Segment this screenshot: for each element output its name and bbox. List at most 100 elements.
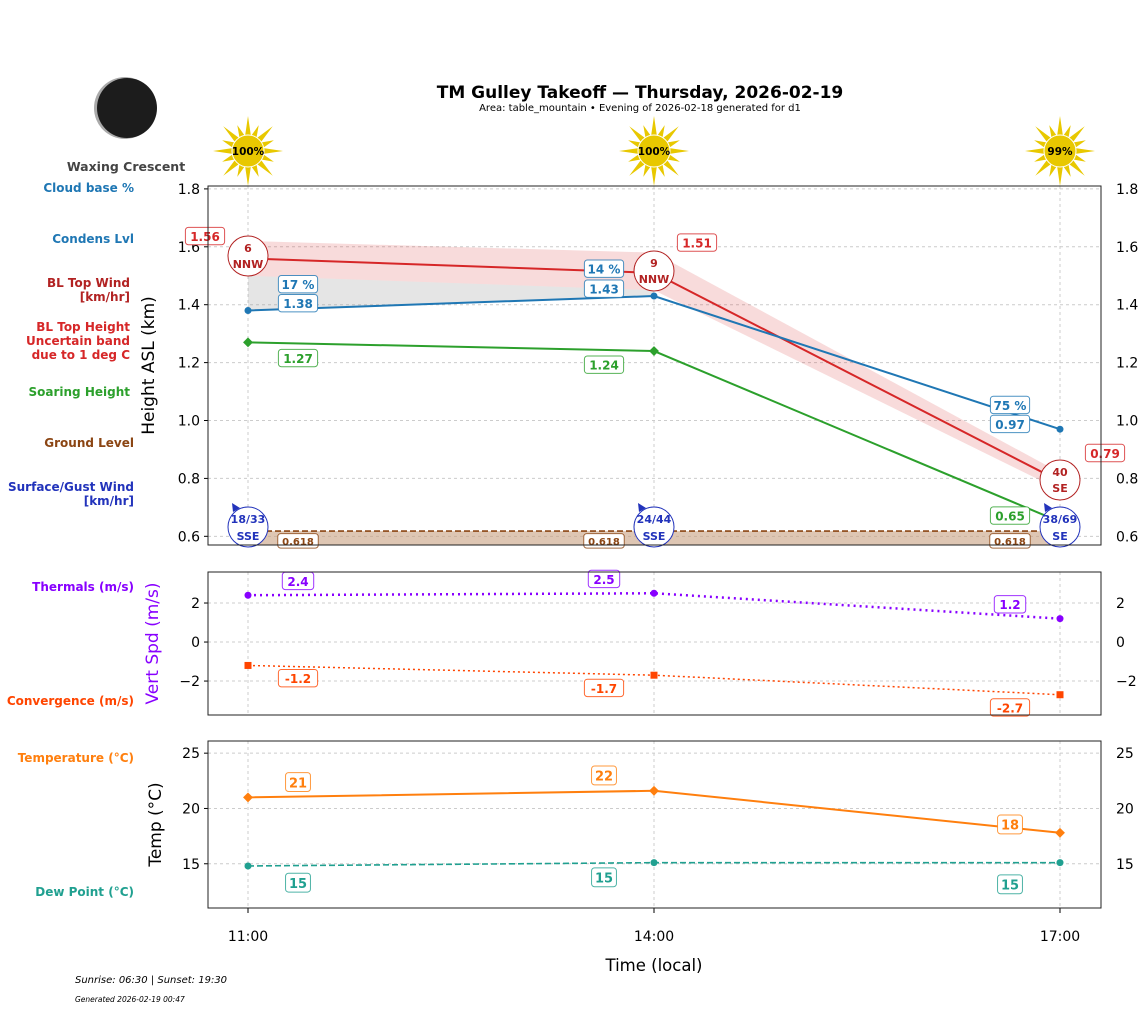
y-tick-label: 25 [182, 746, 200, 762]
soaring-value-box [583, 355, 625, 374]
condens-value-box [583, 279, 625, 298]
surface-wind-dir: SSE [643, 530, 666, 543]
bl-wind-dir: SE [1052, 482, 1067, 495]
dew-point-value-box [997, 874, 1023, 895]
label-cloud-base: Cloud base % [43, 181, 134, 195]
dew-point-point [1056, 859, 1064, 867]
x-tick-label: 17:00 [1040, 929, 1080, 945]
surface-wind-circle [1039, 506, 1081, 548]
bl-top-value-box [676, 233, 718, 252]
ground-value-box [989, 533, 1031, 549]
y-tick-label: 0 [191, 635, 200, 651]
sun-rays-icon [619, 116, 689, 186]
temperature-value-box [591, 765, 617, 786]
condens-point [1056, 425, 1064, 433]
convergence-value-box [583, 678, 625, 698]
y-tick-label-right: 1.0 [1116, 414, 1138, 430]
dew-point-value-box [591, 867, 617, 888]
cloud-base-pct: 17 % [282, 278, 315, 292]
condens-point [650, 292, 658, 300]
soaring-point [243, 337, 253, 348]
y-tick-label: 1.0 [178, 414, 200, 430]
x-tick-label: 11:00 [228, 929, 268, 945]
bl-top-value-box [184, 226, 226, 246]
y-axis-label: Vert Spd (m/s) [143, 582, 163, 704]
wind-arrow-icon [1044, 503, 1052, 512]
plot-frame [207, 571, 1102, 716]
thermals-value-box [587, 569, 621, 589]
y-tick-label-right: 0.8 [1116, 471, 1138, 487]
label-surface-wind: Surface/Gust Wind [km/hr] [8, 480, 134, 508]
condens-value: 0.97 [995, 418, 1025, 432]
surface-wind-dir: SE [1052, 530, 1067, 543]
thermals-value-box [993, 595, 1027, 614]
cloud-base-pct: 75 % [994, 399, 1027, 413]
dew-point-value: 15 [1001, 879, 1019, 894]
y-tick-label-right: 0 [1116, 635, 1125, 651]
surface-wind-circle [633, 506, 675, 548]
sunrise-sunset: Sunrise: 06:30 | Sunset: 19:30 [75, 975, 228, 986]
cloud-base-pct-box [583, 259, 625, 278]
condens-value: 1.38 [283, 297, 313, 311]
temperature-value: 18 [1001, 819, 1019, 834]
cloud-base-pct-box [277, 274, 319, 294]
bl-wind-circle [633, 250, 675, 292]
surface-wind-speed: 18/33 [231, 513, 266, 526]
bl-top-value: 1.51 [682, 236, 712, 250]
moon-icon [97, 78, 157, 138]
dew-point-value: 15 [289, 877, 307, 892]
temperature-value-box [997, 814, 1023, 835]
bl-wind-circle [1039, 459, 1081, 501]
temperature-value: 21 [289, 776, 307, 791]
bl-wind-dir: NNW [639, 273, 670, 286]
sun-percent: 100% [232, 146, 265, 158]
thermals-point [650, 589, 658, 597]
y-tick-label: 0.6 [178, 529, 200, 545]
thermals-value: 1.2 [999, 598, 1020, 612]
moon-phase: Waxing Crescent [66, 159, 186, 174]
dew-point-value-box [285, 872, 311, 893]
y-tick-label-right: 25 [1116, 746, 1134, 762]
wind-arrow-icon [638, 503, 646, 512]
surface-wind-speed: 38/69 [1043, 513, 1078, 526]
label-thermals: Thermals (m/s) [32, 580, 134, 594]
sun-icon [1043, 134, 1077, 168]
chart-title: TM Gulley Takeoff — Thursday, 2026-02-19 [436, 83, 844, 103]
soaring-value: 1.24 [589, 359, 619, 373]
y-tick-label-right: 1.4 [1116, 298, 1138, 314]
convergence-value: -1.7 [591, 682, 617, 696]
ground-value: 0.618 [994, 537, 1026, 548]
convergence-value-box [989, 698, 1031, 717]
label-bl-wind: BL Top Wind [km/hr] [46, 276, 130, 304]
convergence-point [1056, 691, 1064, 699]
sun-rays-icon [1025, 116, 1095, 186]
chart-subtitle: Area: table_mountain • Evening of 2026-0… [479, 103, 801, 114]
ground-value: 0.618 [588, 537, 620, 548]
convergence-value: -1.2 [285, 672, 311, 686]
y-tick-label: −2 [179, 674, 200, 690]
condens-value: 1.43 [589, 283, 619, 297]
label-temperature: Temperature (°C) [17, 751, 134, 765]
temperature-value: 22 [595, 770, 613, 785]
sun-percent: 99% [1047, 146, 1073, 158]
y-tick-label-right: 1.2 [1116, 356, 1138, 372]
label-bl-height: BL Top Height Uncertain band due to 1 de… [26, 320, 130, 362]
surface-wind-circle [227, 506, 269, 548]
cloud-gap-band [248, 275, 654, 311]
bl-wind-circle [227, 235, 269, 277]
bl-wind-speed: 40 [1052, 466, 1068, 479]
condens-value-box [989, 414, 1031, 434]
y-tick-label: 15 [182, 857, 200, 873]
ground-value-box [277, 533, 319, 549]
bl-top-value: 0.79 [1090, 447, 1120, 461]
bl-wind-speed: 9 [650, 257, 658, 270]
dew-point-value: 15 [595, 872, 613, 887]
wind-arrow-icon [232, 503, 240, 512]
sun-rays-icon [213, 116, 283, 186]
temperature-point [1055, 827, 1065, 838]
convergence-point [650, 671, 658, 679]
bl-top-value-box [1084, 443, 1126, 463]
plot-frame [207, 740, 1102, 909]
soaring-point [649, 346, 659, 356]
temperature-point [649, 785, 659, 796]
